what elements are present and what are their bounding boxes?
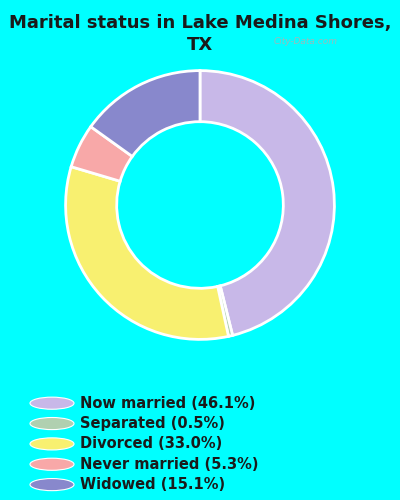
Text: City-Data.com: City-Data.com xyxy=(273,37,337,46)
Circle shape xyxy=(30,397,74,409)
Text: Now married (46.1%): Now married (46.1%) xyxy=(80,396,255,410)
Circle shape xyxy=(30,438,74,450)
Text: Marital status in Lake Medina Shores,
TX: Marital status in Lake Medina Shores, TX xyxy=(9,14,391,54)
Text: Widowed (15.1%): Widowed (15.1%) xyxy=(80,477,225,492)
Circle shape xyxy=(30,478,74,490)
Text: Never married (5.3%): Never married (5.3%) xyxy=(80,457,258,472)
Wedge shape xyxy=(200,70,334,336)
Wedge shape xyxy=(218,286,233,337)
Circle shape xyxy=(30,418,74,430)
Wedge shape xyxy=(66,166,228,340)
Text: Separated (0.5%): Separated (0.5%) xyxy=(80,416,225,431)
Text: Divorced (33.0%): Divorced (33.0%) xyxy=(80,436,222,452)
Wedge shape xyxy=(71,126,132,181)
Wedge shape xyxy=(91,70,200,156)
Circle shape xyxy=(30,458,74,470)
